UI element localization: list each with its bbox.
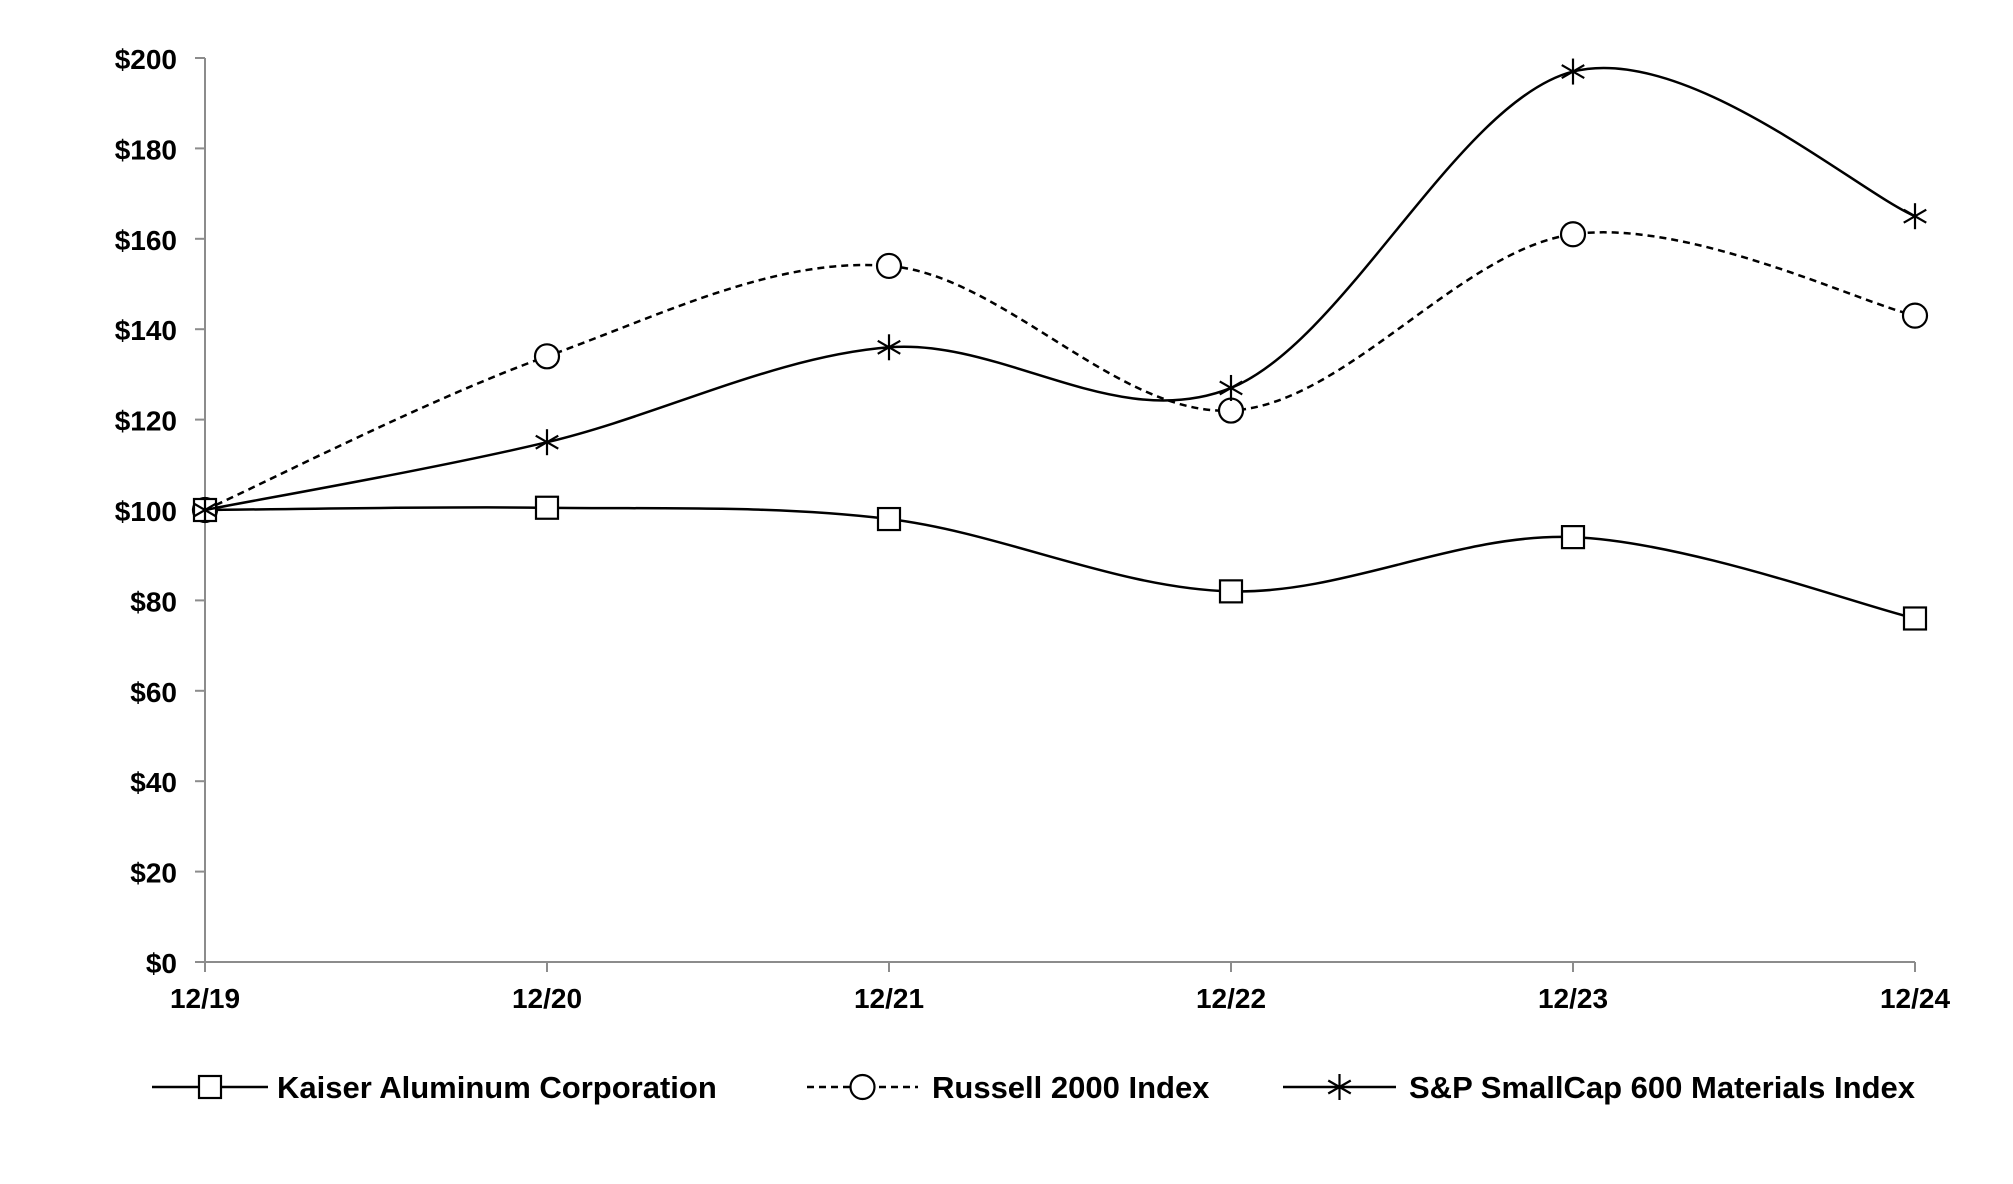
y-tick-label: $100 [115, 496, 177, 527]
legend-marker [1327, 1074, 1352, 1100]
series-1 [191, 221, 1929, 524]
series-line [204, 506, 1916, 620]
series-line [204, 231, 1916, 512]
data-point-marker [1219, 374, 1243, 401]
x-tick-label: 12/22 [1196, 983, 1266, 1014]
data-point-marker [1903, 203, 1927, 230]
data-point-marker [1902, 606, 1928, 631]
x-tick-label: 12/21 [854, 983, 924, 1014]
legend-item: Kaiser Aluminum Corporation [152, 1070, 717, 1105]
data-point-marker [193, 497, 217, 523]
legend-label: Russell 2000 Index [932, 1070, 1210, 1105]
x-tick-label: 12/19 [170, 983, 240, 1014]
data-point-marker [1901, 302, 1929, 329]
y-tick-label: $20 [130, 858, 177, 889]
axes-layer: $0 $20 $40 $60 $80 $100 $120 $140 $160 $180 $200 12… [115, 44, 1951, 1014]
legend-item: Russell 2000 Index [807, 1070, 1210, 1105]
y-tick-label: $40 [130, 767, 177, 798]
series-0 [192, 495, 1928, 631]
y-tick-label: $180 [115, 134, 177, 165]
data-point-marker [533, 343, 561, 370]
y-tick-label: $140 [115, 315, 177, 346]
legend-label: Kaiser Aluminum Corporation [277, 1070, 717, 1105]
data-point-marker [877, 334, 901, 361]
y-tick-label: $80 [130, 586, 177, 617]
y-tick-label: $200 [115, 44, 177, 75]
data-point-marker [534, 495, 560, 520]
legend-marker [197, 1074, 223, 1100]
legend-label: S&P SmallCap 600 Materials Index [1409, 1070, 1916, 1105]
legend-item: S&P SmallCap 600 Materials Index [1283, 1070, 1916, 1105]
data-point-marker [535, 429, 559, 456]
series-2 [193, 58, 1927, 523]
data-point-marker [1218, 579, 1244, 604]
legend-marker [849, 1073, 876, 1101]
data-point-marker [1217, 397, 1245, 424]
x-tick-label: 12/20 [512, 983, 582, 1014]
x-tick-label: 12/23 [1538, 983, 1608, 1014]
data-point-marker [875, 252, 903, 280]
y-tick-label: $60 [130, 677, 177, 708]
data-point-marker [876, 506, 902, 532]
legend: Kaiser Aluminum Corporation Russell 2000 … [152, 1070, 1916, 1105]
y-tick-label: $120 [115, 406, 177, 437]
x-tick-label: 12/24 [1880, 983, 1950, 1014]
data-point-marker [1561, 58, 1585, 85]
series-layer [191, 58, 1929, 631]
data-point-marker [1560, 525, 1586, 550]
data-point-marker [1559, 221, 1587, 248]
y-tick-label: $0 [146, 948, 177, 979]
y-tick-label: $160 [115, 225, 177, 256]
series-line [204, 66, 1916, 512]
